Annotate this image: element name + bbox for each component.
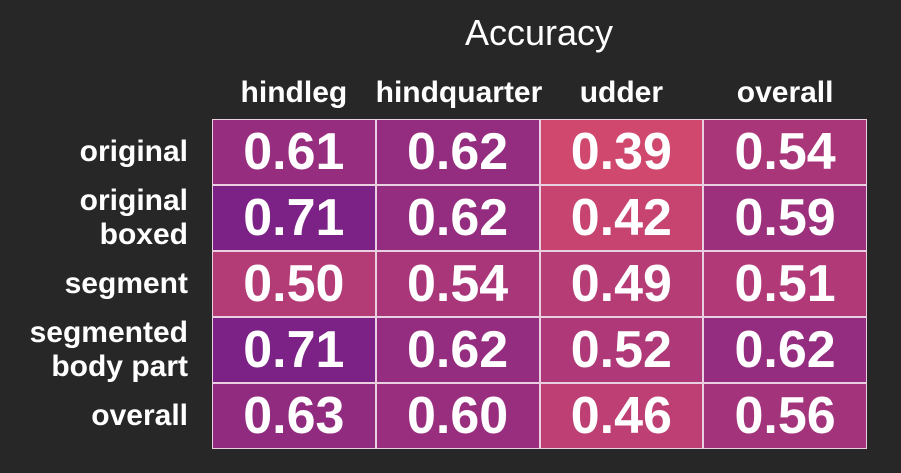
column-header-1: hindquarter	[375, 76, 543, 109]
heatmap-cell: 0.51	[703, 251, 867, 317]
heatmap-cell: 0.61	[212, 119, 376, 185]
heatmap-grid: 0.61 0.62 0.39 0.54 0.71 0.62 0.42 0.59 0.50 0.54…	[212, 119, 867, 449]
heatmap-cell: 0.63	[212, 383, 376, 449]
row-header-3: segmented body part	[0, 316, 188, 383]
column-header-3: overall	[736, 76, 834, 109]
chart-title: Accuracy	[464, 12, 614, 53]
row-header-line: body part	[51, 350, 188, 383]
heatmap-cell: 0.54	[703, 119, 867, 185]
heatmap-cell: 0.49	[539, 251, 704, 317]
row-header-line: original	[79, 184, 188, 217]
heatmap-cell: 0.42	[539, 185, 704, 251]
row-header-line: segmented	[29, 316, 188, 349]
heatmap-cell: 0.56	[703, 383, 867, 449]
row-header-1: original boxed	[0, 184, 188, 251]
row-header-line: boxed	[99, 218, 188, 251]
row-header-0: original	[0, 119, 188, 185]
heatmap-cell: 0.46	[539, 383, 704, 449]
heatmap-cell: 0.50	[212, 251, 376, 317]
heatmap-cell: 0.60	[375, 383, 540, 449]
heatmap-cell: 0.39	[539, 119, 704, 185]
heatmap-cell: 0.62	[375, 185, 540, 251]
row-header-2: segment	[0, 251, 188, 317]
heatmap-cell: 0.59	[703, 185, 867, 251]
row-header-line: overall	[91, 399, 188, 432]
heatmap-cell: 0.71	[212, 185, 376, 251]
column-header-2: udder	[579, 76, 664, 109]
heatmap-cell: 0.52	[539, 317, 704, 383]
heatmap-cell: 0.71	[212, 317, 376, 383]
row-header-line: original	[79, 135, 188, 168]
heatmap-cell: 0.62	[375, 119, 540, 185]
heatmap-cell: 0.62	[703, 317, 867, 383]
row-header-4: overall	[0, 383, 188, 449]
column-header-0: hindleg	[240, 76, 348, 109]
heatmap-cell: 0.62	[375, 317, 540, 383]
row-header-line: segment	[64, 267, 188, 300]
heatmap-cell: 0.54	[375, 251, 540, 317]
